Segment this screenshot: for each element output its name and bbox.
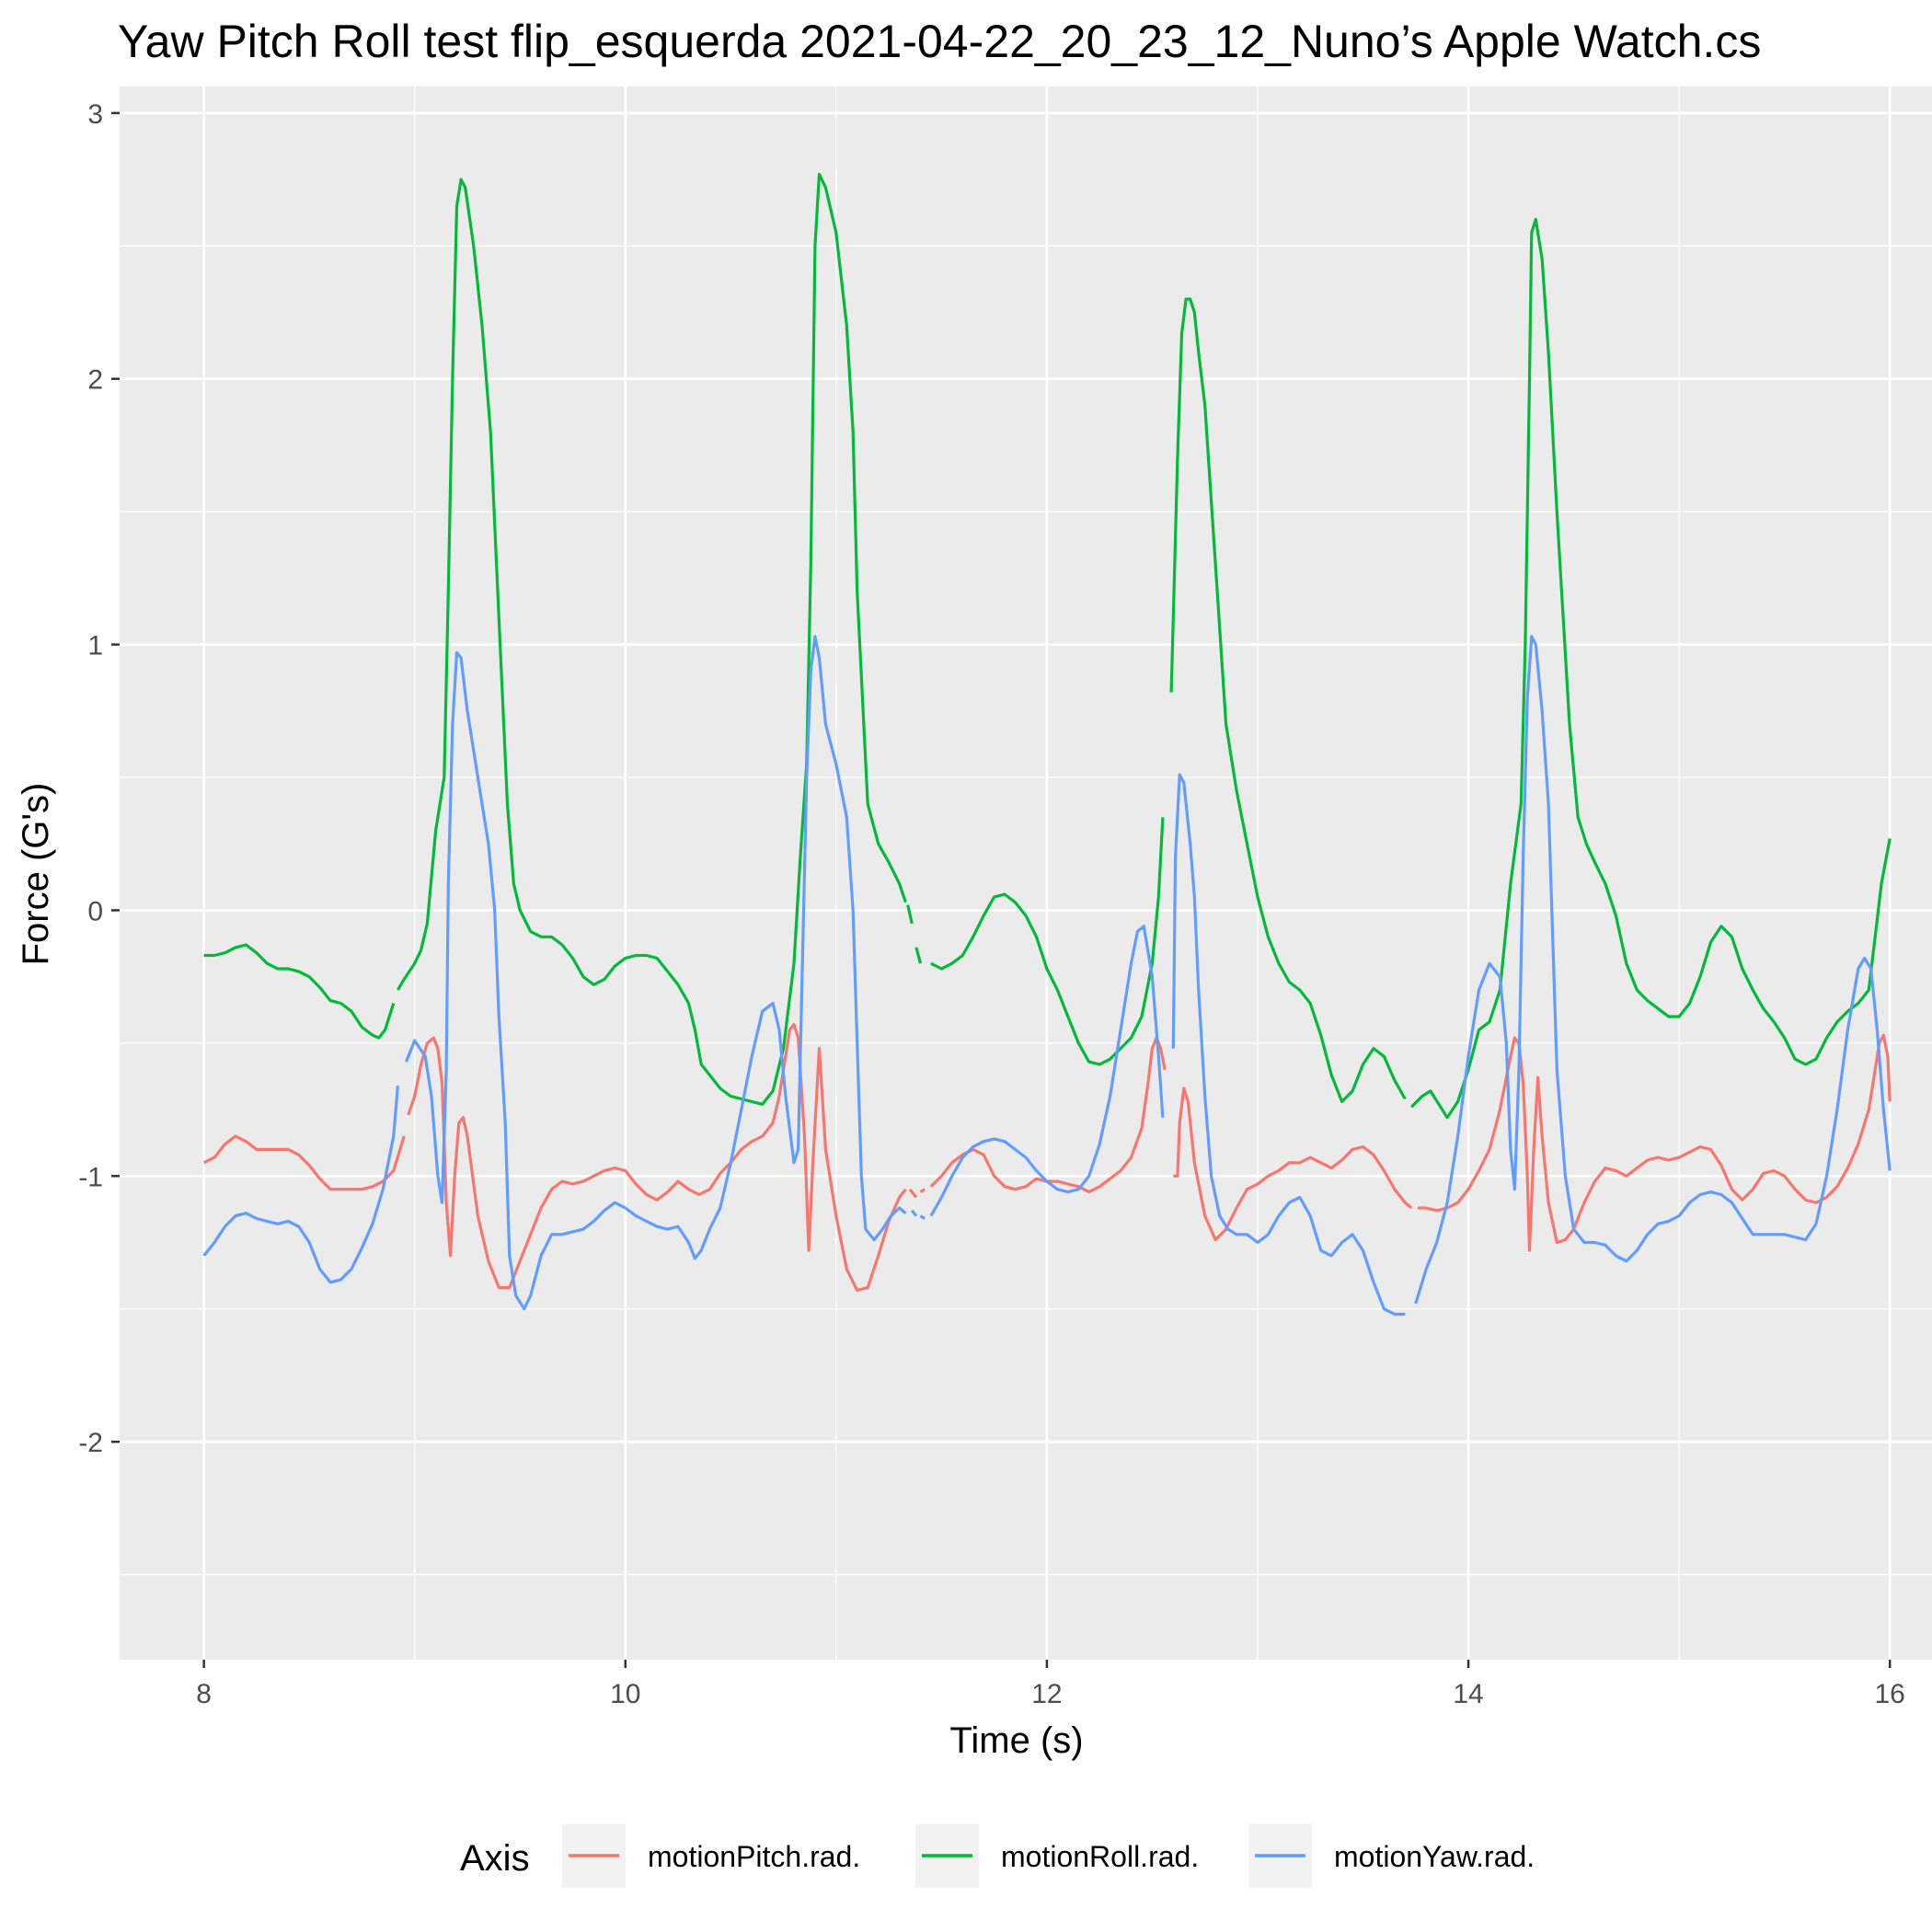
- series-line: [1414, 635, 1892, 1305]
- y-tick-label: 0: [87, 896, 103, 926]
- series-line: [1410, 217, 1892, 1120]
- y-tick-label: -1: [78, 1162, 103, 1192]
- series-line: [929, 925, 1165, 1217]
- series-line: [202, 1134, 406, 1191]
- legend-label: motionPitch.rad.: [648, 1840, 860, 1873]
- y-tick-label: -2: [78, 1428, 103, 1458]
- series-line: [202, 1085, 399, 1284]
- legend-label: motionRoll.rad.: [1001, 1840, 1199, 1873]
- y-tick-label: 3: [87, 99, 103, 130]
- grid-minor: [120, 86, 1932, 1660]
- legend-title: Axis: [460, 1838, 530, 1879]
- legend: Axis motionPitch.rad. motionRoll.rad. moti…: [460, 1824, 1535, 1888]
- series-line: [911, 1209, 918, 1217]
- series-line: [914, 947, 923, 964]
- y-axis-title: Force (G's): [16, 783, 56, 966]
- grid-major: [120, 86, 1932, 1660]
- x-tick-label: 12: [1031, 1679, 1062, 1709]
- series-line: [1418, 1033, 1892, 1252]
- series-line: [908, 1188, 918, 1199]
- series-line: [1173, 1087, 1413, 1242]
- series-layer: [202, 172, 1892, 1317]
- series-line: [407, 1023, 907, 1293]
- x-tick-label: 10: [610, 1679, 640, 1709]
- y-tick-label: 2: [87, 365, 103, 396]
- x-tick-label: 14: [1453, 1679, 1483, 1709]
- series-2: [202, 635, 1892, 1317]
- series-line: [906, 904, 914, 925]
- series-line: [919, 1188, 926, 1193]
- legend-label: motionYaw.rad.: [1334, 1840, 1535, 1873]
- x-axis-title: Time (s): [949, 1720, 1083, 1761]
- plot-panel: [120, 86, 1932, 1660]
- y-axis: -2 -1 0 1 2 3: [78, 99, 120, 1458]
- x-axis: 8 10 12 14 16: [196, 1660, 1905, 1709]
- series-line: [405, 635, 907, 1311]
- chart-title: Yaw Pitch Roll test flip_esquerda 2021-0…: [118, 16, 1762, 67]
- series-line: [929, 1036, 1167, 1194]
- series-0: [202, 1023, 1892, 1293]
- series-line: [1171, 773, 1406, 1317]
- series-line: [1169, 297, 1407, 1103]
- series-line: [919, 1214, 926, 1220]
- series-line: [397, 172, 907, 1106]
- x-tick-label: 16: [1874, 1679, 1904, 1709]
- series-line: [930, 817, 1165, 1066]
- series-line: [203, 943, 396, 1040]
- y-tick-label: 1: [87, 631, 103, 661]
- series-1: [203, 172, 1892, 1120]
- x-tick-label: 8: [196, 1679, 212, 1709]
